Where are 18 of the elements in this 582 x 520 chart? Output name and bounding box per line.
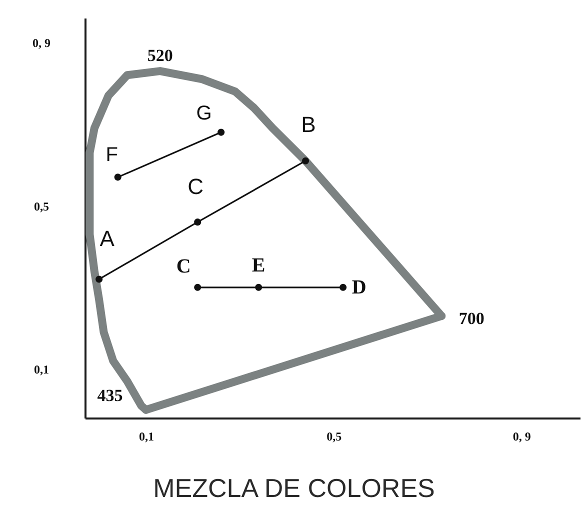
y-tick-label: 0, 9 bbox=[32, 36, 50, 50]
y-tick-label: 0,5 bbox=[34, 199, 49, 214]
annotation: G bbox=[196, 102, 212, 124]
annotation: E bbox=[252, 254, 266, 276]
annotation: 700 bbox=[458, 308, 484, 328]
y-tick-label: 0,1 bbox=[34, 362, 49, 377]
annotation: 520 bbox=[147, 46, 173, 66]
annotation: 435 bbox=[97, 386, 123, 405]
text: MEZCLA DE COLORES bbox=[153, 473, 435, 503]
annotation: D bbox=[352, 276, 366, 298]
annotation: C bbox=[188, 174, 204, 200]
x-tick-label: 0,5 bbox=[326, 430, 342, 444]
x-tick-label: 0,1 bbox=[138, 430, 154, 444]
x-tick-label: 0, 9 bbox=[512, 430, 531, 444]
annotation: C bbox=[176, 255, 191, 278]
annotation: F bbox=[106, 144, 118, 166]
annotation: B bbox=[301, 112, 316, 137]
annotation: A bbox=[100, 226, 115, 252]
